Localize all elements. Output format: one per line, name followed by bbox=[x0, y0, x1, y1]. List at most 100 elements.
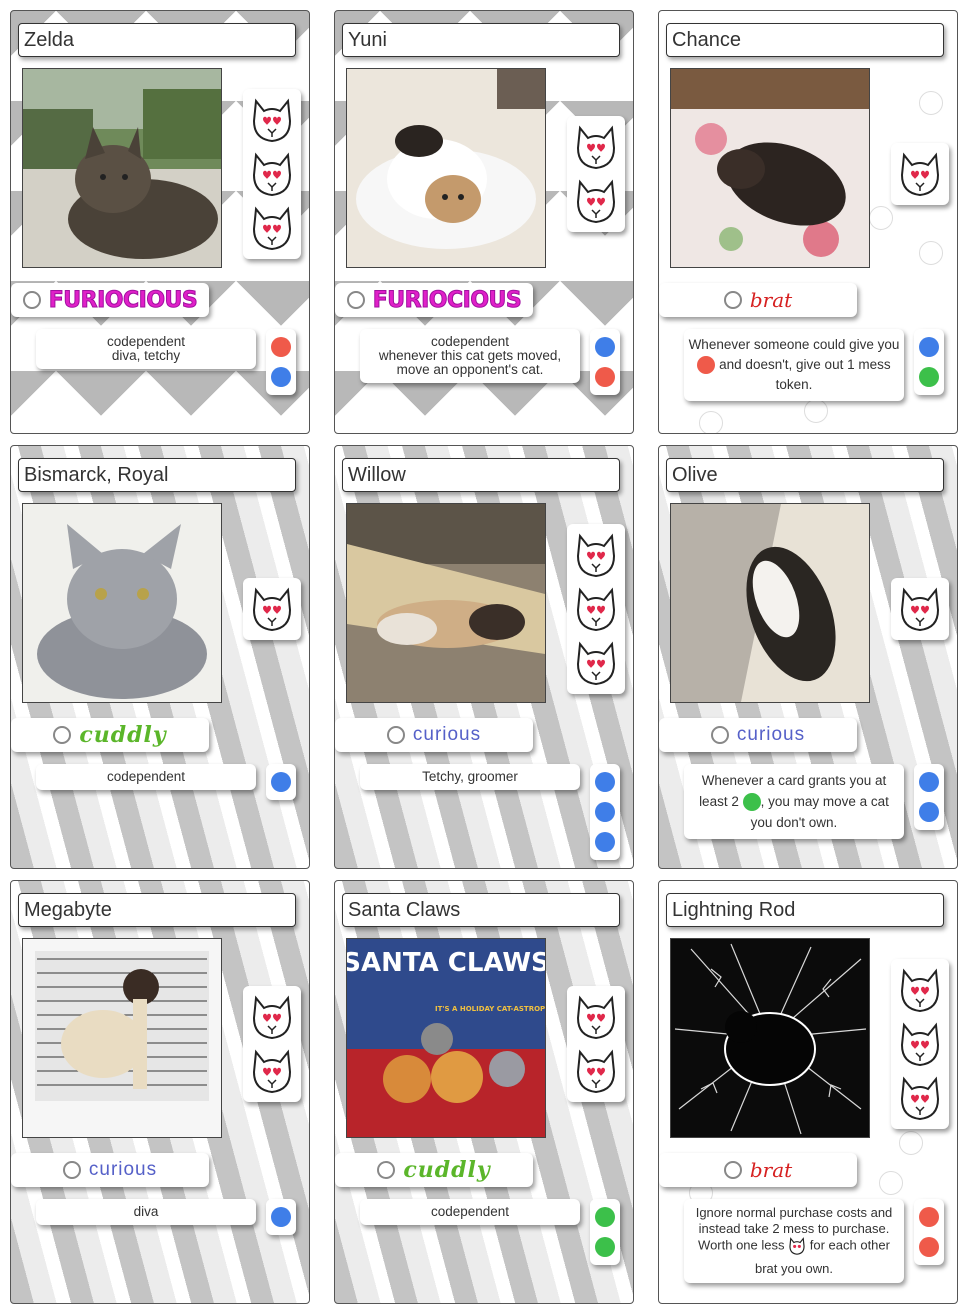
ability-line: instead take 2 mess to purchase. bbox=[698, 1221, 890, 1236]
heart-cat-icon bbox=[576, 641, 616, 686]
type-label: FURIOCIOUS bbox=[48, 287, 198, 313]
heart-cat-icon bbox=[900, 152, 940, 197]
ability-line: least 2 bbox=[699, 794, 739, 809]
card-name: Zelda bbox=[18, 23, 296, 57]
token-column bbox=[590, 764, 620, 860]
question-icon bbox=[62, 1161, 81, 1179]
traits-box: diva bbox=[36, 1199, 256, 1225]
ability-box: Whenever a card grants you at least 2 , … bbox=[684, 764, 904, 839]
cat-photo bbox=[670, 68, 870, 268]
trait-line: diva, tetchy bbox=[111, 348, 181, 363]
mess-token-red-icon bbox=[697, 356, 716, 375]
mess-token-red-icon bbox=[595, 367, 615, 387]
card-olive[interactable]: Olive curious Whenever a card grants you… bbox=[658, 445, 958, 869]
card-name: Megabyte bbox=[18, 893, 296, 927]
doodle-icon bbox=[879, 1171, 903, 1195]
token-column bbox=[266, 329, 296, 395]
heart-cat-icon bbox=[576, 995, 616, 1040]
mess-token-blue-icon bbox=[919, 802, 939, 822]
type-badge: cuddly bbox=[335, 1153, 533, 1187]
card-zelda[interactable]: Zelda FURIOCIOUS codependent diva, tetch… bbox=[10, 10, 310, 434]
token-column bbox=[266, 764, 296, 800]
card-bismarck-royal[interactable]: Bismarck, Royal cuddly codependent bbox=[10, 445, 310, 869]
card-santa-claws[interactable]: Santa Claws SANTA CLAWS IT'S A HOLIDAY C… bbox=[334, 880, 634, 1304]
cat-face-icon bbox=[723, 291, 742, 309]
trait-line: whenever this cat gets moved, bbox=[378, 348, 562, 363]
ability-line: you don't own. bbox=[750, 815, 838, 830]
ability-line: and doesn't, give out 1 mess bbox=[719, 357, 891, 372]
cat-photo bbox=[22, 938, 222, 1138]
heart-cat-icon bbox=[252, 98, 292, 143]
ability-line: brat you own. bbox=[754, 1261, 834, 1276]
token-column bbox=[590, 329, 620, 395]
mess-token-blue-icon bbox=[595, 802, 615, 822]
mess-token-red-icon bbox=[919, 1207, 939, 1227]
doodle-icon bbox=[869, 206, 893, 230]
doodle-icon bbox=[899, 1131, 923, 1155]
trait-line: codependent bbox=[106, 769, 186, 784]
traits-box: codependent bbox=[36, 764, 256, 790]
doodle-icon bbox=[919, 91, 943, 115]
ability-line: , you may move a cat bbox=[760, 794, 889, 809]
ability-line: Whenever a card grants you at bbox=[701, 773, 887, 788]
cat-face-icon bbox=[723, 1161, 742, 1179]
token-column bbox=[590, 1199, 620, 1265]
traits-box: codependent whenever this cat gets moved… bbox=[360, 329, 580, 383]
card-name: Bismarck, Royal bbox=[18, 458, 296, 492]
heart-cat-icon bbox=[252, 587, 292, 632]
type-badge: FURIOCIOUS bbox=[335, 283, 533, 317]
question-icon bbox=[710, 726, 729, 744]
question-icon bbox=[386, 726, 405, 744]
token-column bbox=[914, 764, 944, 830]
trait-line: codependent bbox=[106, 334, 186, 349]
ability-line: Whenever someone could give you bbox=[688, 337, 900, 352]
traits-box: Tetchy, groomer bbox=[360, 764, 580, 790]
type-label: curious bbox=[412, 724, 482, 745]
ability-line: token. bbox=[775, 377, 813, 392]
heart-meter bbox=[891, 578, 949, 640]
paw-icon bbox=[22, 291, 41, 309]
traits-box: codependent diva, tetchy bbox=[36, 329, 256, 369]
mess-token-blue-icon bbox=[919, 772, 939, 792]
heart-meter bbox=[567, 524, 625, 694]
heart-cat-icon bbox=[576, 179, 616, 224]
card-chance[interactable]: Chance brat Whenever someone could give … bbox=[658, 10, 958, 434]
cat-photo bbox=[670, 503, 870, 703]
token-column bbox=[266, 1199, 296, 1235]
card-name: Olive bbox=[666, 458, 944, 492]
traits-box: codependent bbox=[360, 1199, 580, 1225]
card-yuni[interactable]: Yuni FURIOCIOUS codependent whenever thi… bbox=[334, 10, 634, 434]
heart-cat-icon bbox=[252, 1049, 292, 1094]
card-name: Chance bbox=[666, 23, 944, 57]
mess-token-blue-icon bbox=[595, 832, 615, 852]
cat-photo bbox=[346, 68, 546, 268]
card-name: Santa Claws bbox=[342, 893, 620, 927]
type-badge: curious bbox=[335, 718, 533, 752]
heart-cat-icon bbox=[900, 587, 940, 632]
type-badge: curious bbox=[11, 1153, 209, 1187]
type-label: FURIOCIOUS bbox=[372, 287, 522, 313]
poster-tagline: IT'S A HOLIDAY CAT-ASTROPHE! bbox=[435, 1005, 545, 1013]
heart-meter bbox=[891, 143, 949, 205]
heart-meter bbox=[567, 986, 625, 1102]
card-willow[interactable]: Willow curious Tetchy, groomer bbox=[334, 445, 634, 869]
card-megabyte[interactable]: Megabyte curious diva bbox=[10, 880, 310, 1304]
type-label: brat bbox=[749, 288, 793, 312]
heart-cat-icon bbox=[576, 125, 616, 170]
ability-line: Ignore normal purchase costs and bbox=[695, 1205, 893, 1220]
mess-token-green-icon bbox=[919, 367, 939, 387]
mess-token-blue-icon bbox=[271, 367, 291, 387]
heart-cat-icon bbox=[252, 995, 292, 1040]
heart-meter bbox=[891, 959, 949, 1129]
heart-cat-icon bbox=[900, 968, 940, 1013]
card-lightning-rod[interactable]: Lightning Rod brat Ignore normal purchas… bbox=[658, 880, 958, 1304]
type-label: curious bbox=[88, 1159, 158, 1180]
card-name: Yuni bbox=[342, 23, 620, 57]
mess-token-green-icon bbox=[595, 1207, 615, 1227]
mess-token-blue-icon bbox=[271, 772, 291, 792]
card-name: Lightning Rod bbox=[666, 893, 944, 927]
trait-line: codependent bbox=[430, 1204, 510, 1219]
cat-photo bbox=[670, 938, 870, 1138]
type-badge: brat bbox=[659, 283, 857, 317]
mess-token-blue-icon bbox=[919, 337, 939, 357]
